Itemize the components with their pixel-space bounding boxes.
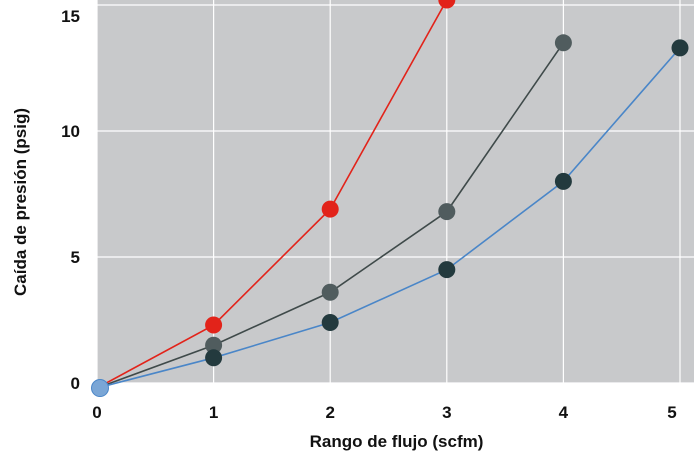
series-3-point-3 xyxy=(438,261,456,279)
x-axis-title: Rango de flujo (scfm) xyxy=(310,432,484,451)
x-tick-label-2: 2 xyxy=(325,403,334,422)
y-axis-title: Caída de presión (psig) xyxy=(11,108,30,296)
y-tick-label-5: 5 xyxy=(71,248,80,267)
y-tick-label-0: 0 xyxy=(71,374,80,393)
y-tick-label-15: 15 xyxy=(61,7,80,26)
series-3-point-5 xyxy=(671,39,689,57)
series-3-point-4 xyxy=(554,172,572,190)
series-line-3 xyxy=(96,47,681,389)
plot-area xyxy=(97,0,694,383)
series-2-point-4 xyxy=(554,34,572,52)
y-tick-labels: 0 5 10 15 xyxy=(61,7,80,393)
series-2-point-1 xyxy=(205,336,223,354)
series-points xyxy=(91,0,689,398)
x-tick-label-3: 3 xyxy=(442,403,451,422)
series-1-point-3 xyxy=(438,0,456,9)
x-tick-label-0: 0 xyxy=(92,403,101,422)
x-tick-label-1: 1 xyxy=(209,403,218,422)
series-2-point-3 xyxy=(438,203,456,221)
series-2-point-2 xyxy=(321,283,339,301)
series-1-point-2 xyxy=(321,200,339,218)
y-tick-label-10: 10 xyxy=(61,122,80,141)
grid-lines xyxy=(96,0,694,384)
origin-point xyxy=(91,379,109,398)
series-line-1 xyxy=(96,0,448,389)
x-tick-labels: 0 1 2 3 4 5 xyxy=(92,403,676,422)
series-3-point-2 xyxy=(321,314,339,332)
series-1-point-1 xyxy=(205,316,223,334)
series-3-point-1 xyxy=(205,349,223,367)
x-tick-label-5: 5 xyxy=(667,403,676,422)
x-tick-label-4: 4 xyxy=(559,403,569,422)
